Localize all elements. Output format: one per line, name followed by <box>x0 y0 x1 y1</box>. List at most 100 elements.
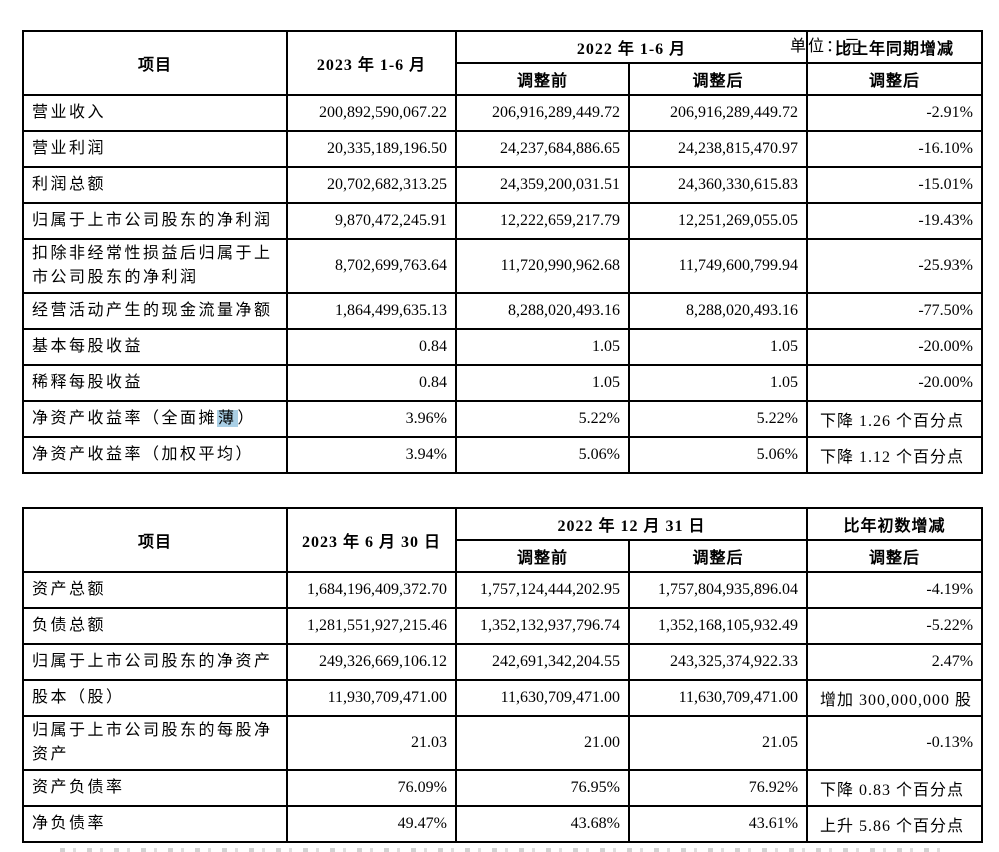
table-row: 扣除非经常性损益后归属于上市公司股东的净利润 8,702,699,763.64 11… <box>22 238 983 294</box>
value-change: -4.19% <box>806 571 984 609</box>
value-before-adjust: 76.95% <box>455 769 630 807</box>
row-label-text: ） <box>237 410 257 427</box>
row-label: 归属于上市公司股东的每股净资产 <box>22 715 288 771</box>
row-label-text: 净资产收益率（全面摊 <box>32 410 218 427</box>
header-before-adjust: 调整前 <box>455 539 630 573</box>
value-after-adjust: 1,352,168,105,932.49 <box>627 607 809 645</box>
value-after-adjust: 43.61% <box>627 805 809 843</box>
table-row: 净资产收益率（加权平均） 3.94% 5.06% 5.06% 下降 1.12 个百分点 <box>22 436 983 474</box>
table-row: 资产总额 1,684,196,409,372.70 1,757,124,444,20… <box>22 571 984 609</box>
value-before-adjust: 5.22% <box>455 400 630 438</box>
row-label: 稀释每股收益 <box>22 364 288 402</box>
value-current: 0.84 <box>286 328 457 366</box>
header-item: 项目 <box>22 30 288 96</box>
value-current: 200,892,590,067.22 <box>286 94 457 132</box>
value-after-adjust: 76.92% <box>627 769 809 807</box>
value-current: 1,684,196,409,372.70 <box>286 571 457 609</box>
row-label: 负债总额 <box>22 607 288 645</box>
value-after-adjust: 12,251,269,055.05 <box>628 202 808 240</box>
value-before-adjust: 21.00 <box>455 715 630 771</box>
table-row: 负债总额 1,281,551,927,215.46 1,352,132,937,79… <box>22 607 984 645</box>
value-before-adjust: 1,352,132,937,796.74 <box>455 607 630 645</box>
value-current: 20,702,682,313.25 <box>286 166 457 204</box>
value-change: 下降 0.83 个百分点 <box>806 769 984 807</box>
value-after-adjust: 11,749,600,799.94 <box>628 238 808 294</box>
row-label: 股本（股） <box>22 679 288 717</box>
value-change: -0.13% <box>806 715 984 771</box>
value-change: 上升 5.86 个百分点 <box>806 805 984 843</box>
value-after-adjust: 24,238,815,470.97 <box>628 130 808 168</box>
value-after-adjust: 1.05 <box>628 328 808 366</box>
row-label: 归属于上市公司股东的净利润 <box>22 202 288 240</box>
value-change: -77.50% <box>806 292 983 330</box>
value-change: -15.01% <box>806 166 983 204</box>
value-before-adjust: 1.05 <box>455 328 630 366</box>
value-current: 11,930,709,471.00 <box>286 679 457 717</box>
table-row: 归属于上市公司股东的净利润 9,870,472,245.91 12,222,659,… <box>22 202 983 240</box>
header-change-after-adjust: 调整后 <box>806 539 984 573</box>
table-row: 净资产收益率（全面摊薄） 3.96% 5.22% 5.22% 下降 1.26 个百分点 <box>22 400 983 438</box>
value-change: -19.43% <box>806 202 983 240</box>
value-current: 20,335,189,196.50 <box>286 130 457 168</box>
header-prior-period-group: 2022 年 1-6 月 <box>455 30 808 64</box>
row-label: 扣除非经常性损益后归属于上市公司股东的净利润 <box>22 238 288 294</box>
value-change: 下降 1.12 个百分点 <box>806 436 983 474</box>
value-after-adjust: 206,916,289,449.72 <box>628 94 808 132</box>
value-current: 49.47% <box>286 805 457 843</box>
value-current: 3.96% <box>286 400 457 438</box>
value-change: 下降 1.26 个百分点 <box>806 400 983 438</box>
value-change: -16.10% <box>806 130 983 168</box>
row-label: 资产负债率 <box>22 769 288 807</box>
value-before-adjust: 242,691,342,204.55 <box>455 643 630 681</box>
header-current-period: 2023 年 1-6 月 <box>286 30 457 96</box>
value-after-adjust: 5.06% <box>628 436 808 474</box>
value-before-adjust: 1.05 <box>455 364 630 402</box>
value-current: 1,281,551,927,215.46 <box>286 607 457 645</box>
header-before-adjust: 调整前 <box>455 62 630 96</box>
table-row: 营业利润 20,335,189,196.50 24,237,684,886.65 24… <box>22 130 983 168</box>
value-after-adjust: 1,757,804,935,896.04 <box>627 571 809 609</box>
value-current: 1,864,499,635.13 <box>286 292 457 330</box>
value-change: 增加 300,000,000 股 <box>806 679 984 717</box>
value-after-adjust: 243,325,374,922.33 <box>627 643 809 681</box>
value-current: 21.03 <box>286 715 457 771</box>
header-prior-date-group: 2022 年 12 月 31 日 <box>454 507 809 541</box>
value-after-adjust: 24,360,330,615.83 <box>628 166 808 204</box>
clipped-footnote-text <box>60 848 950 852</box>
value-before-adjust: 8,288,020,493.16 <box>455 292 630 330</box>
table-row: 归属于上市公司股东的每股净资产 21.03 21.00 21.05 -0.13% <box>22 715 984 771</box>
table-row: 稀释每股收益 0.84 1.05 1.05 -20.00% <box>22 364 983 402</box>
value-before-adjust: 206,916,289,449.72 <box>455 94 630 132</box>
table-row: 营业收入 200,892,590,067.22 206,916,289,449.72… <box>22 94 983 132</box>
row-label: 净资产收益率（加权平均） <box>22 436 288 474</box>
header-change-group: 比年初数增减 <box>806 507 984 541</box>
value-after-adjust: 21.05 <box>627 715 809 771</box>
row-label: 经营活动产生的现金流量净额 <box>22 292 288 330</box>
header-after-adjust: 调整后 <box>628 62 808 96</box>
table-row: 归属于上市公司股东的净资产 249,326,669,106.12 242,691,3… <box>22 643 984 681</box>
value-change: 2.47% <box>806 643 984 681</box>
row-label: 营业利润 <box>22 130 288 168</box>
header-current-date: 2023 年 6 月 30 日 <box>286 507 457 573</box>
value-before-adjust: 24,359,200,031.51 <box>455 166 630 204</box>
row-label: 利润总额 <box>22 166 288 204</box>
value-current: 9,870,472,245.91 <box>286 202 457 240</box>
value-change: -20.00% <box>806 364 983 402</box>
value-current: 249,326,669,106.12 <box>286 643 457 681</box>
value-change: -25.93% <box>806 238 983 294</box>
table-row: 经营活动产生的现金流量净额 1,864,499,635.13 8,288,020,4… <box>22 292 983 330</box>
value-after-adjust: 11,630,709,471.00 <box>627 679 809 717</box>
table-row: 股本（股） 11,930,709,471.00 11,630,709,471.00 1… <box>22 679 984 717</box>
header-after-adjust: 调整后 <box>627 539 809 573</box>
row-label: 资产总额 <box>22 571 288 609</box>
value-current: 3.94% <box>286 436 457 474</box>
value-change: -2.91% <box>806 94 983 132</box>
value-before-adjust: 5.06% <box>455 436 630 474</box>
header-change-group: 比上年同期增减 <box>806 30 983 64</box>
value-current: 76.09% <box>286 769 457 807</box>
header-change-after-adjust: 调整后 <box>806 62 983 96</box>
unit-label: 单位：元 <box>790 38 863 55</box>
value-current: 8,702,699,763.64 <box>286 238 457 294</box>
value-change: -5.22% <box>806 607 984 645</box>
value-after-adjust: 1.05 <box>628 364 808 402</box>
